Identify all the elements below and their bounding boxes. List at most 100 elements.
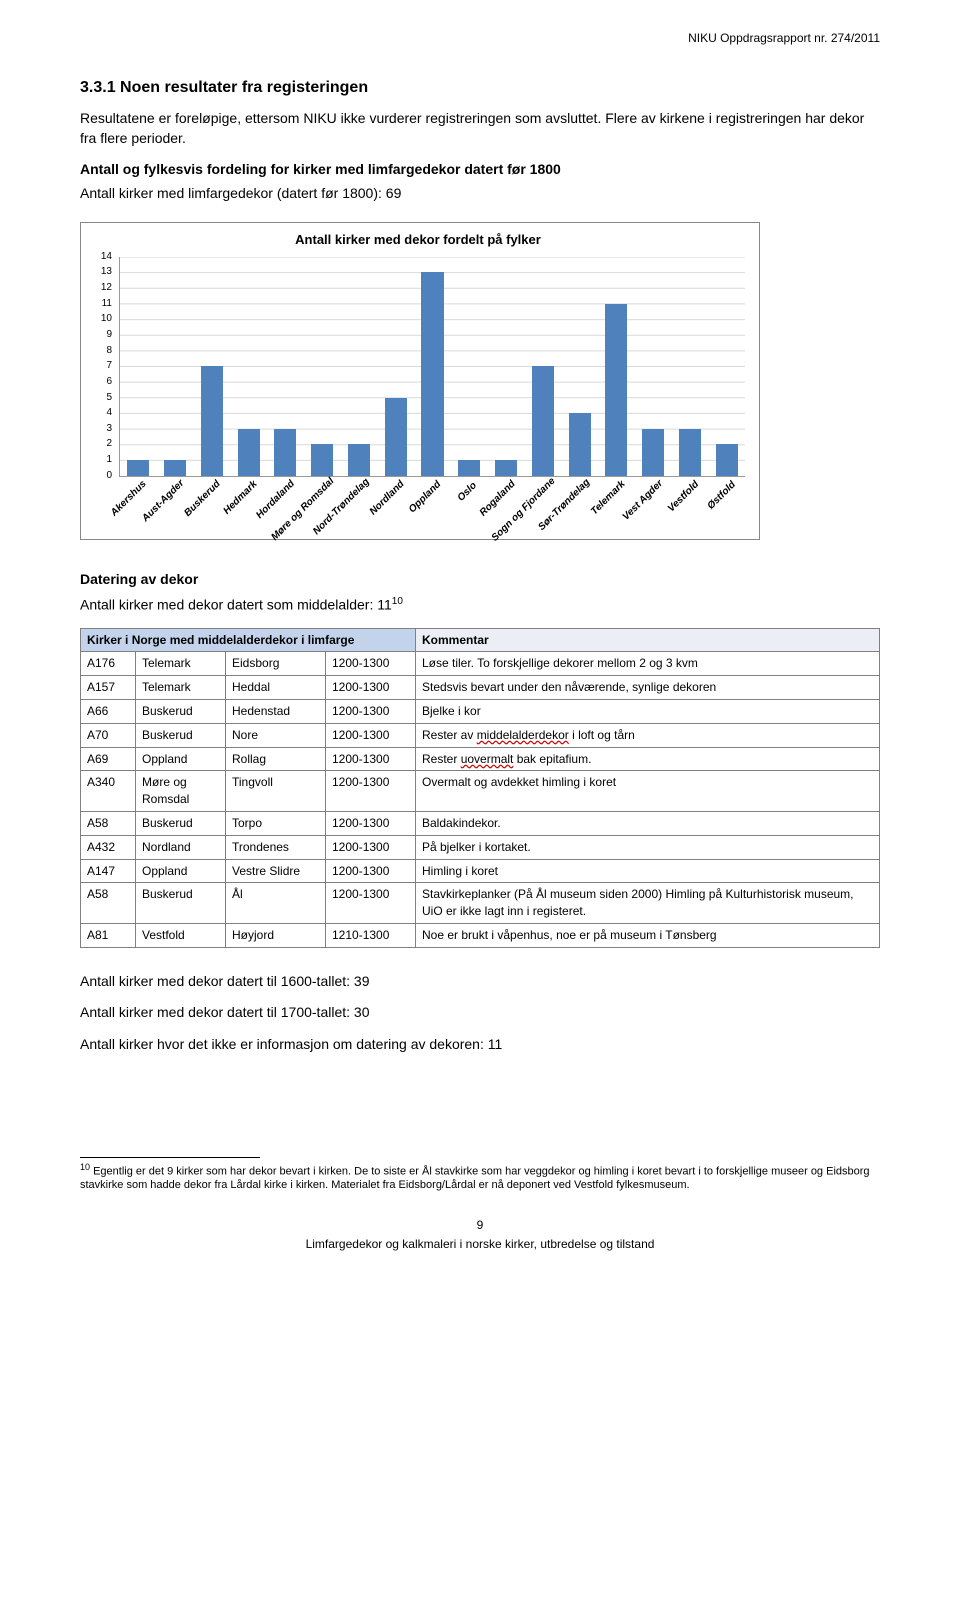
chart-y-tick: 12 (101, 281, 112, 295)
table-cell: A58 (81, 883, 136, 924)
chart-plot-area: 01234567891011121314 (119, 257, 745, 477)
chart-bar-col (524, 257, 561, 476)
table-cell: Ål (226, 883, 326, 924)
chart-bar-col (598, 257, 635, 476)
table-cell: A157 (81, 676, 136, 700)
table-cell: 1200-1300 (326, 652, 416, 676)
count-unknown: Antall kirker hvor det ikke er informasj… (80, 1035, 880, 1055)
chart-bar-col (708, 257, 745, 476)
table-cell: Vestre Slidre (226, 859, 326, 883)
page-number: 9 (80, 1217, 880, 1234)
footnote-number: 10 (80, 1162, 90, 1172)
chart-y-tick: 14 (101, 250, 112, 264)
chart-y-tick: 10 (101, 312, 112, 326)
footnote: 10 Egentlig er det 9 kirker som har deko… (80, 1162, 880, 1193)
chart-bar (238, 429, 260, 476)
chart-y-tick: 8 (106, 344, 112, 358)
table-cell: Rester uovermalt bak epitafium. (416, 747, 880, 771)
chart-y-tick: 4 (106, 406, 112, 420)
table-cell: Himling i koret (416, 859, 880, 883)
chart-bar (679, 429, 701, 476)
table-cell: Heddal (226, 676, 326, 700)
table-cell: Nordland (136, 835, 226, 859)
chart-bar (127, 460, 149, 476)
chart-x-tick: Østfold (704, 478, 739, 513)
chart-bar-col (230, 257, 267, 476)
chart-bar (421, 272, 443, 475)
table-cell: A81 (81, 923, 136, 947)
chart-bar (274, 429, 296, 476)
table-cell: 1210-1300 (326, 923, 416, 947)
table-cell: Buskerud (136, 699, 226, 723)
header-report-id: NIKU Oppdragsrapport nr. 274/2011 (80, 30, 880, 47)
chart-bar (348, 444, 370, 475)
table-header-right: Kommentar (416, 628, 880, 652)
chart-y-tick: 9 (106, 328, 112, 342)
table-medieval-wrap: Kirker i Norge med middelalderdekor i li… (80, 628, 880, 948)
table-row: A432NordlandTrondenes1200-1300På bjelker… (81, 835, 880, 859)
chart-x-tick: Oslo (455, 479, 481, 505)
chart-bar (201, 366, 223, 476)
chart-bar-col (267, 257, 304, 476)
table-row: A340Møre og RomsdalTingvoll1200-1300Over… (81, 771, 880, 812)
chart-bar-col (671, 257, 708, 476)
chart-y-tick: 0 (106, 469, 112, 483)
table-cell: A147 (81, 859, 136, 883)
table-row: A176TelemarkEidsborg1200-1300Løse tiler.… (81, 652, 880, 676)
table-row: A69OpplandRollag1200-1300Rester uovermal… (81, 747, 880, 771)
table-cell: A58 (81, 811, 136, 835)
table-cell: 1200-1300 (326, 699, 416, 723)
datering-text: Antall kirker med dekor datert som midde… (80, 597, 392, 613)
footer-title: Limfargedekor og kalkmaleri i norske kir… (80, 1236, 880, 1253)
table-cell: Hedenstad (226, 699, 326, 723)
table-cell: 1200-1300 (326, 883, 416, 924)
table-cell: Vestfold (136, 923, 226, 947)
chart-bar (311, 444, 333, 475)
chart-x-tick: Vestfold (665, 478, 703, 516)
table-cell: A340 (81, 771, 136, 812)
paragraph-intro: Resultatene er foreløpige, ettersom NIKU… (80, 109, 880, 148)
datering-line: Antall kirker med dekor datert som midde… (80, 595, 880, 615)
table-cell: Torpo (226, 811, 326, 835)
table-cell: Eidsborg (226, 652, 326, 676)
table-row: A81VestfoldHøyjord1210-1300Noe er brukt … (81, 923, 880, 947)
table-cell: Stavkirkeplanker (På Ål museum siden 200… (416, 883, 880, 924)
table-cell: Oppland (136, 747, 226, 771)
table-cell: Rester av middelalderdekor i loft og tår… (416, 723, 880, 747)
table-cell: Stedsvis bevart under den nåværende, syn… (416, 676, 880, 700)
table-cell: A176 (81, 652, 136, 676)
chart-bar-col (157, 257, 194, 476)
table-cell: 1200-1300 (326, 811, 416, 835)
table-cell: Møre og Romsdal (136, 771, 226, 812)
chart-y-tick: 2 (106, 437, 112, 451)
chart-bar (532, 366, 554, 476)
chart-bar (164, 460, 186, 476)
subheading-bold: Antall og fylkesvis fordeling for kirker… (80, 160, 880, 180)
table-cell: A69 (81, 747, 136, 771)
chart-bars (120, 257, 745, 476)
chart-y-tick: 7 (106, 359, 112, 373)
footnote-body: Egentlig er det 9 kirker som har dekor b… (80, 1165, 870, 1191)
table-row: A66BuskerudHedenstad1200-1300Bjelke i ko… (81, 699, 880, 723)
table-cell: På bjelker i kortaket. (416, 835, 880, 859)
count-1700: Antall kirker med dekor datert til 1700-… (80, 1003, 880, 1023)
chart-bar-col (635, 257, 672, 476)
table-cell: Tingvoll (226, 771, 326, 812)
table-cell: A66 (81, 699, 136, 723)
chart-y-tick: 1 (106, 453, 112, 467)
table-cell: Buskerud (136, 811, 226, 835)
chart-bar-col (451, 257, 488, 476)
table-cell: Overmalt og avdekket himling i koret (416, 771, 880, 812)
table-cell: Nore (226, 723, 326, 747)
subheading-count: Antall kirker med limfargedekor (datert … (80, 184, 880, 204)
chart-bar-col (194, 257, 231, 476)
table-cell: Telemark (136, 652, 226, 676)
chart-bar (495, 460, 517, 476)
table-cell: 1200-1300 (326, 771, 416, 812)
table-cell: Løse tiler. To forskjellige dekorer mell… (416, 652, 880, 676)
chart-bar-col (120, 257, 157, 476)
table-row: A147OpplandVestre Slidre1200-1300Himling… (81, 859, 880, 883)
chart-y-tick: 13 (101, 265, 112, 279)
count-1600: Antall kirker med dekor datert til 1600-… (80, 972, 880, 992)
table-cell: Buskerud (136, 883, 226, 924)
